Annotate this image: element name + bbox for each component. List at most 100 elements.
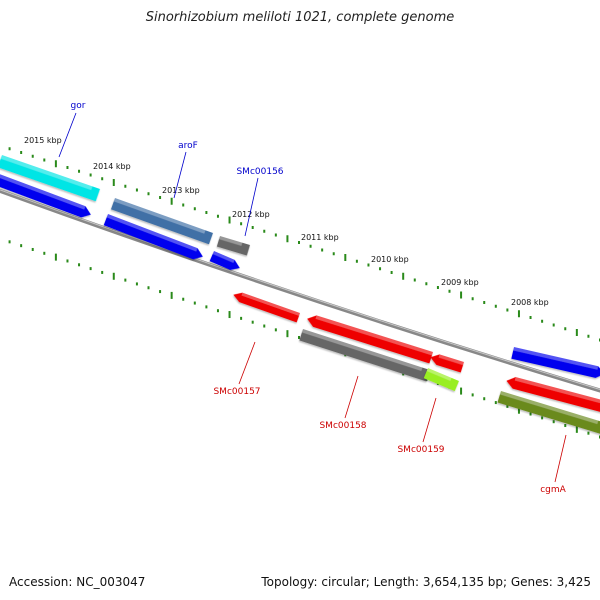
gene-label-cgma: cgmA	[540, 434, 567, 495]
minor-tick	[66, 259, 69, 263]
minor-tick	[494, 401, 497, 405]
minor-tick	[274, 233, 277, 237]
gene-label-smc00156: SMc00156	[236, 167, 284, 237]
gene-feature-reverse-cds-2	[430, 354, 465, 373]
scale-label: 2013 kbp	[162, 186, 200, 195]
gene-label-text: SMc00158	[319, 421, 366, 431]
minor-tick	[240, 316, 243, 320]
gene-label-gor: gor	[58, 101, 86, 158]
minor-tick	[43, 158, 46, 162]
feature-highlight	[212, 251, 235, 263]
genome-backbone-line	[0, 188, 600, 393]
minor-tick	[124, 184, 127, 188]
major-tick	[460, 291, 463, 299]
feature-body	[506, 377, 600, 413]
minor-tick	[159, 196, 162, 199]
leader-line	[344, 375, 359, 419]
feature-highlight	[113, 198, 206, 234]
minor-tick	[367, 263, 370, 267]
minor-tick	[135, 282, 138, 286]
major-tick	[170, 197, 173, 205]
minor-tick	[448, 289, 451, 293]
minor-tick	[587, 431, 590, 435]
minor-tick	[193, 207, 196, 211]
minor-tick	[298, 336, 300, 339]
scale-label: 2011 kbp	[301, 233, 339, 242]
gene-feature-reverse-cds-3	[506, 377, 600, 413]
major-tick	[54, 253, 57, 261]
minor-tick	[159, 290, 162, 294]
leader-line	[422, 397, 437, 443]
minor-tick	[564, 424, 567, 428]
gene-feature-cgma	[497, 391, 600, 435]
minor-tick	[552, 420, 555, 424]
gene-label-text: gor	[71, 101, 86, 111]
minor-tick	[494, 304, 497, 308]
major-tick	[575, 329, 578, 336]
gene-label-smc00159: SMc00159	[397, 397, 445, 455]
minor-tick	[101, 177, 104, 181]
feature-highlight	[426, 368, 452, 381]
feature-highlight	[106, 214, 198, 252]
minor-tick	[263, 324, 266, 328]
gene-label-text: SMc00159	[397, 445, 444, 455]
minor-tick	[263, 229, 266, 233]
minor-tick	[216, 214, 219, 218]
minor-tick	[355, 259, 358, 263]
minor-tick	[309, 244, 312, 248]
scale-label: 2014 kbp	[93, 162, 131, 171]
major-tick	[517, 310, 520, 318]
feature-body	[110, 198, 213, 245]
leader-line	[554, 434, 567, 483]
minor-tick	[529, 316, 532, 319]
minor-tick	[240, 222, 243, 226]
scale-label: 2012 kbp	[232, 210, 270, 219]
major-tick	[344, 254, 347, 261]
genome-backbone	[0, 188, 600, 393]
minor-tick	[321, 248, 324, 252]
minor-tick	[182, 297, 185, 301]
gene-feature-gor	[0, 155, 100, 202]
gene-label-text: cgmA	[540, 485, 566, 495]
minor-tick	[483, 301, 486, 304]
scale-label: 2015 kbp	[24, 136, 62, 145]
gene-features	[0, 155, 600, 435]
major-tick	[170, 291, 173, 299]
scale-label: 2010 kbp	[371, 255, 409, 264]
minor-tick	[147, 286, 150, 290]
gene-label-arof: aroF	[173, 141, 198, 199]
feature-body	[423, 368, 460, 392]
scale-labels: 2015 kbp 2014 kbp 2013 kbp 2012 kbp 2011 kbp…	[24, 136, 549, 307]
minor-tick	[251, 226, 254, 229]
minor-tick	[182, 203, 185, 207]
gene-feature-forward-cds-3	[209, 251, 240, 270]
minor-tick	[205, 305, 208, 309]
gene-feature-smc00158	[299, 329, 430, 382]
gene-feature-smc00159	[423, 368, 460, 392]
minor-tick	[471, 393, 474, 397]
minor-tick	[89, 267, 92, 271]
minor-tick	[541, 416, 544, 420]
minor-tick	[66, 166, 69, 169]
major-tick	[228, 216, 231, 224]
minor-tick	[541, 319, 544, 323]
inner-tick-row	[8, 240, 600, 439]
minor-tick	[43, 251, 46, 255]
major-tick	[112, 272, 115, 280]
major-tick	[112, 179, 115, 186]
minor-tick	[274, 328, 277, 332]
minor-tick	[425, 282, 428, 286]
feature-highlight	[514, 377, 600, 405]
gene-feature-smc00156	[216, 236, 250, 256]
leader-line	[244, 177, 259, 237]
gene-feature-arof	[110, 198, 213, 245]
minor-tick	[298, 241, 300, 244]
feature-body	[430, 354, 464, 373]
major-tick	[402, 272, 405, 280]
feature-highlight	[0, 155, 93, 191]
major-tick	[517, 406, 520, 414]
minor-tick	[332, 252, 335, 256]
minor-tick	[251, 320, 254, 324]
minor-tick	[205, 211, 208, 214]
feature-highlight	[219, 236, 243, 246]
